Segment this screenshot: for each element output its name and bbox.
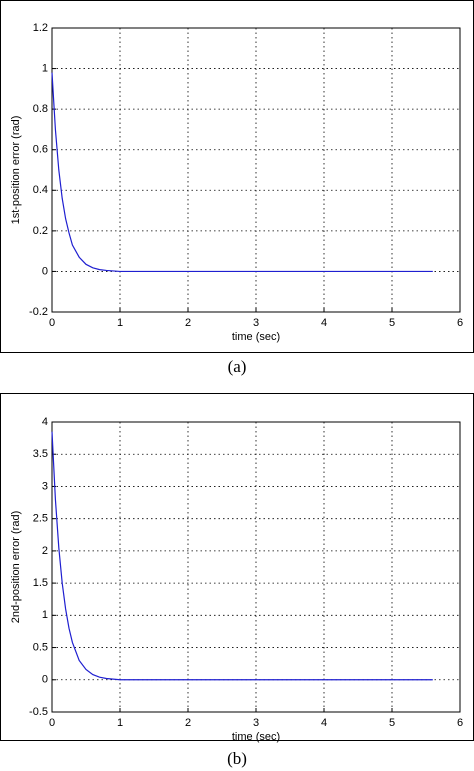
y-tick-label: 3.5 [33, 448, 48, 460]
x-tick-label: 4 [321, 317, 327, 329]
x-tick-label: 0 [49, 717, 55, 729]
y-tick-label: 2 [42, 545, 48, 557]
y-tick-label: 1.5 [33, 577, 48, 589]
axes-box [51, 27, 461, 313]
y-tick-label: -0.2 [29, 306, 48, 318]
x-tick-label: 2 [185, 717, 191, 729]
x-axis-label: time (sec) [232, 731, 280, 743]
caption: (b) [227, 749, 247, 768]
x-tick-label: 3 [253, 317, 259, 329]
x-tick-label: 5 [389, 717, 395, 729]
data-line [51, 431, 433, 681]
y-tick-label: 0.6 [33, 144, 48, 156]
y-tick-label: 1.2 [33, 22, 48, 34]
x-tick-label: 2 [185, 317, 191, 329]
plot-area [52, 28, 460, 312]
y-tick-label: -0.5 [29, 706, 48, 718]
x-tick-label: 4 [321, 717, 327, 729]
x-tick-label: 6 [457, 717, 463, 729]
axes-box [51, 421, 461, 713]
data-line [51, 72, 433, 273]
y-tick-label: 3 [42, 480, 48, 492]
y-axis-label: 1st-position error (rad) [10, 116, 22, 225]
y-tick-label: 2.5 [33, 513, 48, 525]
x-tick-label: 1 [117, 717, 123, 729]
x-tick-label: 3 [253, 717, 259, 729]
x-tick-label: 5 [389, 317, 395, 329]
y-tick-label: 0.5 [33, 641, 48, 653]
y-tick-label: 4 [42, 416, 48, 428]
x-tick-label: 6 [457, 317, 463, 329]
y-axis-label: 2nd-position error (rad) [10, 511, 22, 624]
x-tick-label: 1 [117, 317, 123, 329]
caption: (a) [228, 357, 247, 376]
y-tick-label: 0.8 [33, 103, 48, 115]
y-tick-label: 0.2 [33, 225, 48, 237]
x-tick-label: 0 [49, 317, 55, 329]
y-tick-label: 1 [42, 62, 48, 74]
y-tick-label: 1 [42, 609, 48, 621]
x-axis-label: time (sec) [232, 331, 280, 343]
y-tick-label: 0.4 [33, 184, 48, 196]
y-tick-label: 0 [42, 265, 48, 277]
y-tick-label: 0 [42, 674, 48, 686]
